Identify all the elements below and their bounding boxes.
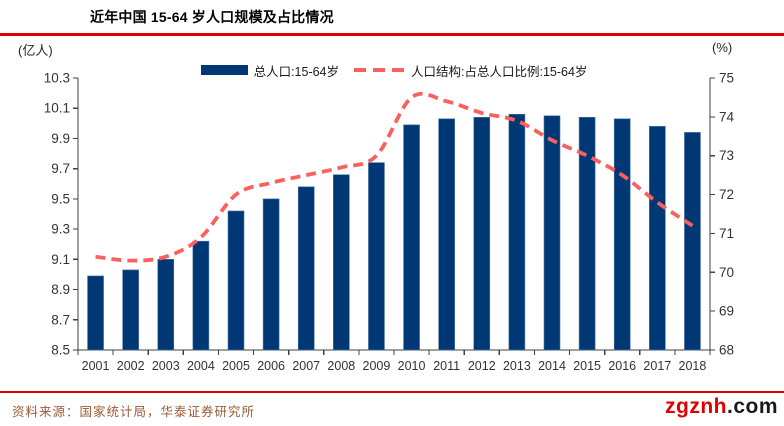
bar-2013 (508, 113, 526, 351)
bar-2018 (684, 132, 701, 351)
left-axis-tick-label: 8.5 (51, 343, 70, 358)
bar-2016 (613, 118, 631, 351)
right-axis-tick-label: 75 (719, 71, 734, 86)
x-axis-year-label: 2015 (573, 359, 601, 373)
left-axis-tick-label: 9.3 (51, 222, 70, 237)
chart-legend: 总人口:15-64岁 人口结构:占总人口比例:15-64岁 (78, 61, 710, 79)
dashed-line-swatch-icon (354, 68, 405, 72)
bar-2001 (87, 275, 104, 351)
bar-2015 (578, 116, 596, 351)
right-axis-tick-label: 74 (719, 109, 735, 124)
right-axis-tick-label: 73 (719, 148, 734, 163)
bar-2008 (333, 174, 350, 351)
right-axis-tick-label: 72 (719, 187, 734, 202)
left-axis-tick-label: 9.1 (51, 252, 70, 267)
bar-2007 (297, 186, 315, 351)
bar-2017 (649, 126, 666, 351)
legend-item-share-line: 人口结构:占总人口比例:15-64岁 (353, 61, 587, 80)
x-axis-year-label: 2003 (152, 359, 180, 373)
left-axis-tick-label: 9.7 (51, 161, 70, 176)
left-axis-tick-label: 10.3 (44, 71, 70, 86)
bar-series-swatch-icon (200, 65, 248, 75)
x-axis-year-label: 2011 (433, 359, 460, 373)
x-axis-year-label: 2005 (222, 359, 250, 373)
x-axis-year-label: 2009 (363, 359, 391, 373)
bar-2012 (473, 116, 491, 351)
x-axis-year-label: 2012 (468, 359, 496, 373)
left-axis-tick-label: 10.1 (44, 101, 70, 116)
left-axis-unit-label: (亿人) (18, 43, 53, 58)
left-axis-tick-label: 9.5 (51, 191, 70, 206)
right-axis-tick-label: 70 (719, 265, 734, 280)
bar-2014 (543, 115, 561, 351)
bar-2002 (122, 269, 139, 351)
bar-2010 (403, 124, 420, 351)
right-axis-tick-label: 68 (719, 343, 734, 358)
x-axis-year-label: 2002 (117, 359, 145, 373)
x-axis-year-label: 2006 (257, 359, 285, 373)
x-axis-year-label: 2007 (292, 359, 320, 373)
bar-2006 (262, 198, 280, 351)
legend-label-population: 总人口:15-64岁 (253, 64, 340, 79)
title-divider-rule (0, 33, 784, 36)
legend-item-population-bar: 总人口:15-64岁 (200, 61, 340, 80)
x-axis-year-label: 2013 (503, 359, 531, 373)
chart-title: 近年中国 15-64 岁人口规模及占比情况 (90, 9, 334, 25)
x-axis-year-label: 2016 (608, 359, 636, 373)
data-source-note: 资料来源：国家统计局，华泰证券研究所 (12, 404, 256, 419)
x-axis-year-label: 2017 (643, 359, 671, 373)
x-axis-year-label: 2018 (679, 359, 707, 373)
right-axis-tick-label: 69 (719, 304, 734, 319)
right-axis-unit-label: (%) (712, 40, 733, 55)
x-axis-year-label: 2008 (327, 359, 355, 373)
bar-2004 (192, 240, 210, 351)
legend-label-share: 人口结构:占总人口比例:15-64岁 (411, 64, 588, 79)
x-axis-year-label: 2014 (538, 359, 566, 373)
bar-2009 (368, 162, 385, 351)
x-axis-year-label: 2001 (82, 359, 110, 373)
left-axis-tick-label: 8.9 (51, 282, 70, 297)
x-axis-year-label: 2010 (398, 359, 426, 373)
site-watermark-link[interactable]: zgznh.com (665, 395, 778, 419)
watermark-tld: .com (726, 395, 778, 418)
left-axis-tick-label: 8.7 (51, 312, 70, 327)
left-axis-tick-label: 9.9 (51, 131, 70, 146)
watermark-site-name: zgznh (665, 395, 727, 418)
footer-divider-rule (0, 391, 784, 393)
population-share-dashed-line (95, 91, 694, 263)
bar-2005 (227, 210, 245, 351)
bar-2003 (157, 259, 175, 351)
bar-2011 (438, 118, 455, 351)
right-axis-tick-label: 71 (719, 226, 734, 241)
x-axis-year-label: 2004 (187, 359, 215, 373)
